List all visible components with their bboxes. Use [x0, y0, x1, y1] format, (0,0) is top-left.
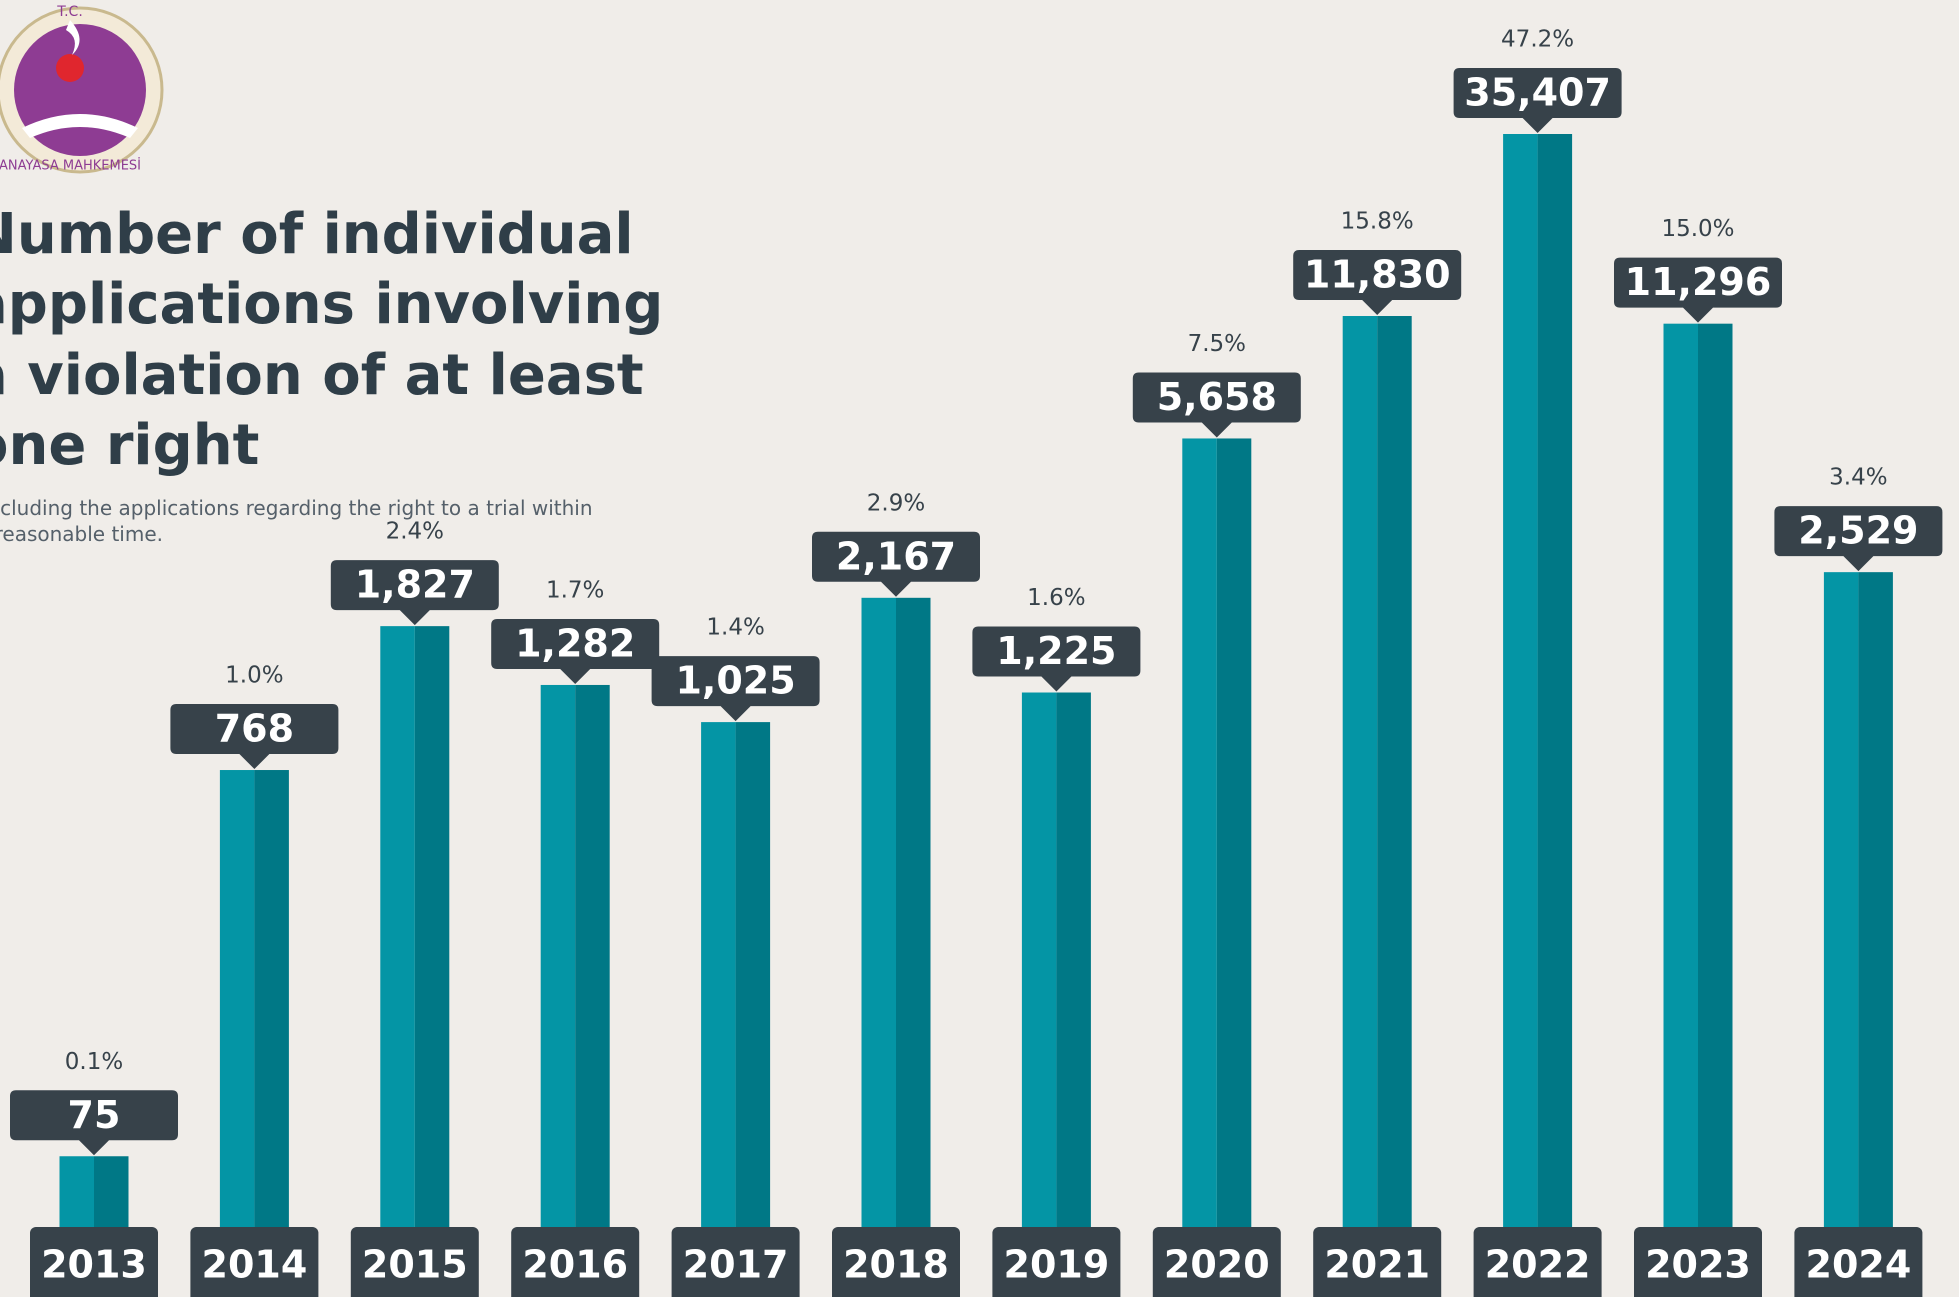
bar-shade — [575, 684, 610, 1227]
share-label: 1.4% — [706, 615, 764, 641]
share-label: 2.4% — [386, 519, 444, 545]
x-tick-label: 2017 — [683, 1243, 789, 1287]
bar-shade — [735, 722, 771, 1227]
logo-bottom: ANAYASA MAHKEMESİ — [0, 158, 141, 174]
x-tick-label: 2024 — [1806, 1243, 1912, 1287]
bar-shade — [1377, 316, 1412, 1227]
bar — [219, 770, 255, 1227]
bar-shade — [1537, 134, 1573, 1227]
year-box — [30, 1227, 158, 1297]
value-callout — [972, 626, 1141, 692]
value-callout — [1774, 506, 1943, 572]
share-label: 15.0% — [1661, 216, 1734, 242]
value-label: 1,025 — [675, 659, 795, 703]
value-callout — [170, 704, 339, 770]
title-line: one right — [0, 413, 259, 478]
value-callout — [1293, 250, 1462, 316]
x-tick-label: 2013 — [41, 1243, 147, 1287]
year-box — [190, 1227, 319, 1297]
bar — [59, 1156, 94, 1227]
share-label: 2.9% — [867, 490, 925, 516]
value-label: 1,827 — [355, 563, 475, 607]
year-box — [1634, 1227, 1762, 1297]
title-line: a violation of at least — [0, 343, 644, 408]
year-box — [350, 1227, 479, 1297]
logo-book — [22, 114, 138, 138]
year-box — [992, 1227, 1121, 1297]
share-label: 1.0% — [225, 663, 283, 689]
subtitle-line: a reasonable time. — [0, 522, 163, 546]
share-label: 3.4% — [1829, 465, 1887, 491]
value-callout — [651, 656, 820, 722]
subtitle-line: Excluding the applications regarding the… — [0, 496, 593, 520]
bar-shade — [94, 1156, 129, 1227]
logo: T.C. ANAYASA MAHKEMESİ — [0, 4, 164, 174]
year-box — [1313, 1227, 1442, 1297]
year-box — [511, 1227, 640, 1297]
bar — [540, 684, 576, 1227]
year-box — [1794, 1227, 1923, 1297]
value-callout — [1132, 372, 1301, 438]
value-callout — [330, 560, 499, 626]
share-label: 15.8% — [1341, 209, 1414, 235]
value-label: 11,296 — [1625, 260, 1772, 304]
bar-shade — [1858, 572, 1893, 1227]
year-box — [671, 1227, 800, 1297]
bar-shade — [254, 770, 289, 1227]
title-line: Number of individual — [0, 202, 634, 267]
x-tick-label: 2023 — [1645, 1243, 1751, 1287]
value-callout — [1614, 257, 1782, 323]
value-label: 2,529 — [1798, 509, 1918, 553]
value-callout — [812, 531, 980, 597]
value-label: 35,407 — [1464, 71, 1611, 115]
x-tick-label: 2018 — [843, 1243, 949, 1287]
year-box — [1473, 1227, 1602, 1297]
value-label: 1,225 — [996, 629, 1116, 673]
year-box — [832, 1227, 960, 1297]
bar-shade — [1216, 438, 1252, 1227]
x-tick-label: 2014 — [202, 1243, 308, 1287]
bar — [1503, 134, 1538, 1227]
share-label: 7.5% — [1188, 331, 1246, 357]
value-label: 5,658 — [1157, 375, 1277, 419]
x-tick-label: 2020 — [1164, 1243, 1270, 1287]
logo-flag — [56, 54, 84, 82]
value-label: 768 — [215, 707, 294, 751]
x-tick-label: 2016 — [522, 1243, 628, 1287]
x-tick-label: 2022 — [1485, 1243, 1591, 1287]
bar-shade — [414, 626, 450, 1227]
bar — [1823, 572, 1859, 1227]
value-label: 11,830 — [1304, 253, 1451, 297]
x-tick-label: 2021 — [1324, 1243, 1430, 1287]
title-line: applications involving — [0, 272, 663, 337]
x-tick-label: 2019 — [1004, 1243, 1110, 1287]
share-label: 47.2% — [1501, 27, 1574, 53]
value-callout — [10, 1090, 178, 1156]
bar — [1021, 692, 1057, 1227]
share-label: 0.1% — [65, 1049, 123, 1075]
share-label: 1.7% — [546, 577, 604, 603]
share-label: 1.6% — [1027, 585, 1085, 611]
bar — [1182, 438, 1217, 1227]
bar-shade — [1056, 692, 1091, 1227]
logo-top: T.C. — [56, 4, 83, 20]
bar — [1342, 316, 1378, 1227]
value-callout — [491, 618, 660, 684]
x-tick-label: 2015 — [362, 1243, 468, 1287]
value-callout — [1453, 68, 1622, 133]
year-box — [1152, 1227, 1281, 1297]
logo-flame — [66, 20, 80, 55]
bar-shade — [1698, 323, 1733, 1228]
bar — [701, 722, 736, 1227]
bar-shade — [896, 597, 931, 1227]
bar — [1663, 323, 1698, 1228]
bar — [861, 597, 896, 1227]
bar — [380, 626, 415, 1227]
value-label: 1,282 — [515, 621, 635, 665]
value-label: 75 — [68, 1093, 121, 1137]
value-label: 2,167 — [836, 534, 956, 578]
